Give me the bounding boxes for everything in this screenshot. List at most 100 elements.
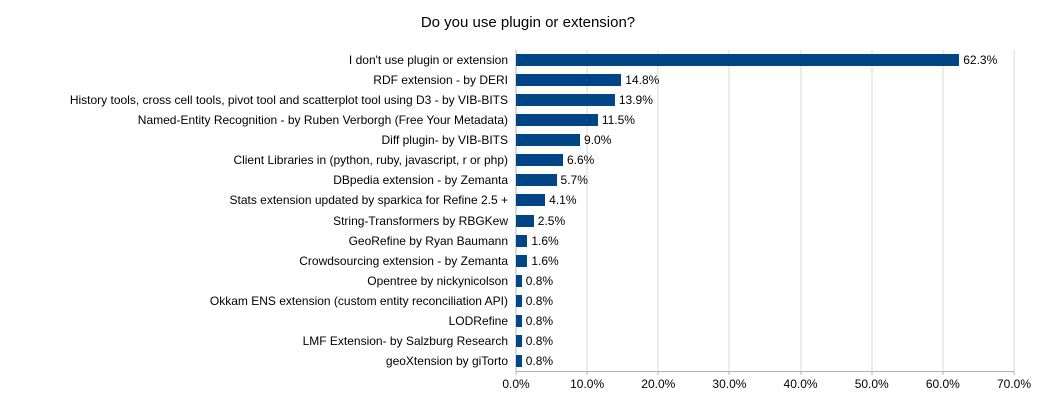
bar — [516, 154, 563, 167]
chart-row: History tools, cross cell tools, pivot t… — [0, 90, 1014, 110]
bar-track: 62.3% — [516, 50, 1014, 70]
tick-mark — [800, 371, 802, 375]
bar-track: 2.5% — [516, 211, 1014, 231]
tick-mark — [586, 371, 588, 375]
value-label: 6.6% — [566, 153, 595, 168]
chart-title: Do you use plugin or extension? — [420, 14, 636, 31]
tick-mark — [942, 371, 944, 375]
y-axis-line — [515, 50, 517, 371]
value-label: 62.3% — [963, 53, 998, 67]
bar-track: 1.6% — [516, 251, 1014, 271]
category-label: History tools, cross cell tools, pivot t… — [69, 93, 508, 108]
value-label: 0.8% — [525, 293, 554, 308]
bar-track: 4.1% — [516, 190, 1014, 210]
chart-row: RDF extension - by DERI 14.8% — [0, 70, 1014, 90]
bar — [516, 254, 528, 267]
bar-track: 0.8% — [516, 271, 1014, 291]
gridline — [586, 50, 588, 371]
bar — [516, 114, 598, 127]
value-label: 1.6% — [531, 233, 559, 248]
x-tick-label: 40.0% — [783, 377, 818, 391]
bar — [516, 214, 534, 227]
x-axis-labels: 0.0% 10.0% 20.0% 30.0% 40.0% 50.0% 60.0% 70.0% — [502, 377, 1031, 393]
bar-track: 0.8% — [516, 311, 1014, 331]
chart-row: I don't use plugin or extension 62.3% — [0, 50, 1014, 70]
gridline — [942, 50, 944, 371]
chart-row: LODRefine 0.8% — [0, 311, 1014, 331]
bar-track: 1.6% — [516, 231, 1014, 251]
value-label: 14.8% — [625, 73, 660, 88]
gridline — [728, 50, 730, 371]
bar — [516, 354, 522, 367]
chart-row: String-Transformers by RBGKew 2.5% — [0, 211, 1014, 231]
gridlines-layer — [515, 50, 1015, 371]
chart-row: GeoRefine by Ryan Baumann 1.6% — [0, 231, 1014, 251]
value-label: 1.6% — [531, 253, 559, 268]
category-label: LMF Extension- by Salzburg Research — [302, 333, 508, 348]
value-label: 13.9% — [618, 93, 653, 108]
gridline — [871, 50, 873, 371]
chart-row: geoXtension by giTorto 0.8% — [0, 351, 1014, 371]
bar-track: 5.7% — [516, 170, 1014, 190]
bar-track: 0.8% — [516, 291, 1014, 311]
value-label: 0.8% — [525, 353, 554, 368]
bar — [516, 314, 522, 327]
bar-track: 6.6% — [516, 150, 1014, 170]
x-tick-label: 30.0% — [712, 377, 747, 391]
category-label: RDF extension - by DERI — [373, 73, 508, 88]
bar — [516, 134, 581, 147]
chart-row: LMF Extension- by Salzburg Research 0.8% — [0, 331, 1014, 351]
bar-track: 0.8% — [516, 351, 1014, 371]
bar — [516, 94, 615, 107]
bar — [516, 294, 522, 307]
x-tick-label: 0.0% — [502, 377, 530, 391]
bar-track: 9.0% — [516, 130, 1014, 150]
category-label: DBpedia extension - by Zemanta — [333, 173, 508, 188]
bar-track: 0.8% — [516, 331, 1014, 351]
value-label: 5.7% — [560, 173, 588, 188]
value-label: 11.5% — [601, 113, 635, 128]
value-label: 9.0% — [584, 133, 612, 148]
gridline — [657, 50, 659, 371]
category-label: Named-Entity Recognition - by Ruben Verb… — [137, 113, 508, 128]
tick-mark — [871, 371, 873, 375]
category-label: Okkam ENS extension (custom entity recon… — [209, 293, 508, 308]
axis-ticks — [515, 371, 1015, 376]
chart-row: Opentree by nickynicolson 0.8% — [0, 271, 1014, 291]
bar — [516, 234, 528, 247]
x-tick-label: 70.0% — [996, 377, 1032, 391]
chart-row: Okkam ENS extension (custom entity recon… — [0, 291, 1014, 311]
value-label: 2.5% — [537, 213, 566, 228]
bar — [516, 174, 557, 187]
bar — [516, 274, 522, 287]
x-tick-label: 60.0% — [925, 377, 960, 391]
category-label: Opentree by nickynicolson — [367, 273, 508, 288]
x-axis-line — [516, 371, 1014, 372]
tick-mark — [728, 371, 730, 375]
bar — [516, 334, 522, 347]
value-label: 0.8% — [525, 313, 554, 328]
category-label: GeoRefine by Ryan Baumann — [348, 233, 508, 248]
tick-mark — [515, 371, 517, 375]
chart-row: DBpedia extension - by Zemanta 5.7% — [0, 170, 1014, 190]
category-label: Client Libraries in (python, ruby, javas… — [233, 153, 508, 168]
chart-row: Stats extension updated by sparkica for … — [0, 190, 1014, 210]
bar — [516, 194, 546, 207]
category-label: geoXtension by giTorto — [385, 353, 508, 368]
category-label: Diff plugin- by VIB-BITS — [381, 133, 509, 148]
category-label: Crowdsourcing extension - by Zemanta — [299, 253, 508, 268]
value-label: 4.1% — [549, 193, 577, 208]
chart-row: Crowdsourcing extension - by Zemanta 1.6% — [0, 251, 1014, 271]
bar-rows: I don't use plugin or extension 62.3% RDF … — [0, 50, 1014, 371]
bar — [516, 74, 622, 87]
category-label: String-Transformers by RBGKew — [333, 213, 508, 228]
value-label: 0.8% — [525, 273, 554, 288]
x-tick-label: 50.0% — [854, 377, 889, 391]
chart-row: Diff plugin- by VIB-BITS 9.0% — [0, 130, 1014, 150]
gridline — [800, 50, 802, 371]
chart-row: Named-Entity Recognition - by Ruben Verb… — [0, 110, 1014, 130]
value-label: 0.8% — [525, 333, 554, 348]
bar-track: 14.8% — [516, 70, 1014, 90]
tick-mark — [657, 371, 659, 375]
